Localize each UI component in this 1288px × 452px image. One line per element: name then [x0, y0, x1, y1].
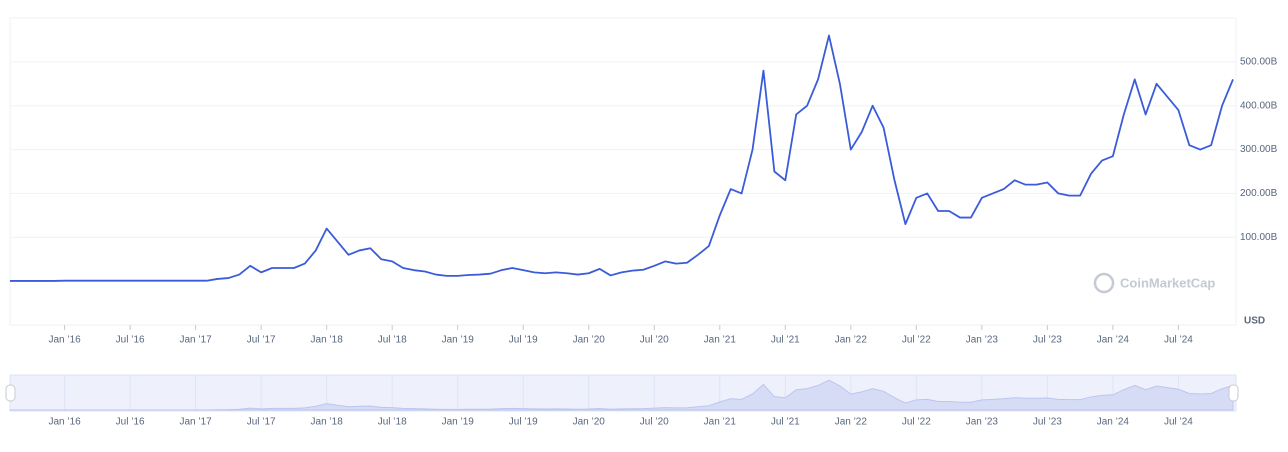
nav-tick-label: Jan ’17 [180, 417, 213, 428]
watermark-logo [1093, 272, 1115, 294]
nav-tick-label: Jan ’19 [442, 417, 475, 428]
nav-tick-label: Jul ’18 [378, 417, 407, 428]
x-tick-label: Jul ’24 [1164, 335, 1193, 346]
nav-tick-label: Jul ’22 [902, 417, 931, 428]
nav-tick-label: Jul ’24 [1164, 417, 1193, 428]
x-tick-label: Jan ’18 [311, 335, 344, 346]
y-tick-label: 100.00B [1240, 232, 1278, 243]
x-tick-label: Jan ’16 [48, 335, 81, 346]
x-tick-label: Jan ’24 [1097, 335, 1130, 346]
plot-frame [9, 17, 1237, 326]
y-unit: USD [1244, 316, 1265, 327]
nav-tick-label: Jan ’23 [966, 417, 999, 428]
nav-tick-label: Jul ’21 [771, 417, 800, 428]
x-tick-label: Jan ’17 [180, 335, 213, 346]
x-tick-label: Jan ’21 [704, 335, 737, 346]
price-line [10, 34, 1234, 282]
nav-tick-label: Jan ’18 [311, 417, 344, 428]
x-tick-label: Jan ’20 [573, 335, 606, 346]
x-tick-label: Jul ’17 [247, 335, 276, 346]
nav-tick-label: Jul ’19 [509, 417, 538, 428]
nav-tick-label: Jul ’17 [247, 417, 276, 428]
watermark: CoinMarketCap [1093, 272, 1215, 294]
y-tick-label: 300.00B [1240, 144, 1278, 155]
nav-tick-label: Jul ’20 [640, 417, 669, 428]
nav-tick-label: Jan ’24 [1097, 417, 1130, 428]
nav-tick-label: Jan ’16 [48, 417, 81, 428]
nav-tick-label: Jan ’21 [704, 417, 737, 428]
x-tick-label: Jul ’22 [902, 335, 931, 346]
nav-area [9, 379, 1234, 411]
nav-handle-left[interactable] [5, 384, 16, 402]
x-tick-label: Jul ’16 [116, 335, 145, 346]
nav-tick-label: Jul ’16 [116, 417, 145, 428]
x-tick-label: Jul ’19 [509, 335, 538, 346]
nav-tick-label: Jan ’20 [573, 417, 606, 428]
x-tick-label: Jul ’21 [771, 335, 800, 346]
y-tick-label: 200.00B [1240, 188, 1278, 199]
x-tick-label: Jan ’23 [966, 335, 999, 346]
nav-handle-right[interactable] [1228, 384, 1239, 402]
watermark-text: CoinMarketCap [1120, 275, 1215, 290]
x-tick-label: Jul ’18 [378, 335, 407, 346]
y-tick-label: 400.00B [1240, 100, 1278, 111]
x-tick-label: Jul ’23 [1033, 335, 1062, 346]
x-tick-label: Jan ’22 [835, 335, 868, 346]
y-tick-label: 500.00B [1240, 56, 1278, 67]
nav-tick-label: Jan ’22 [835, 417, 868, 428]
nav-tick-label: Jul ’23 [1033, 417, 1062, 428]
x-tick-label: Jul ’20 [640, 335, 669, 346]
x-tick-label: Jan ’19 [442, 335, 475, 346]
